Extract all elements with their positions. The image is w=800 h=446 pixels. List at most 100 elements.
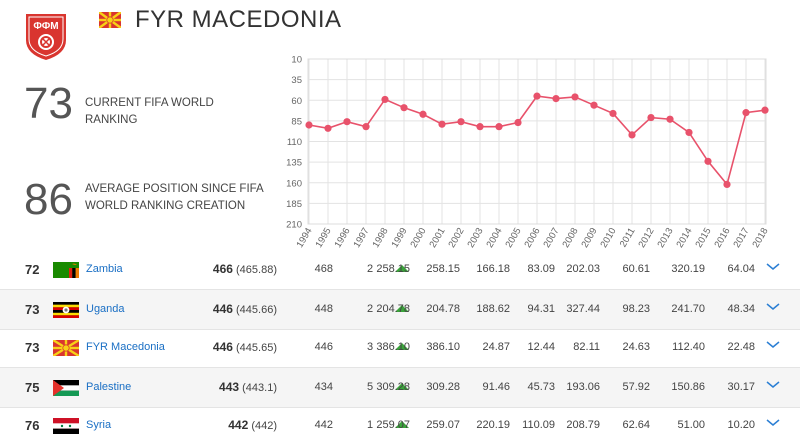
- x-tick-label: 2001: [428, 226, 448, 250]
- stat-cell: 320.19: [671, 263, 705, 275]
- macedonia-flag-icon: [99, 12, 121, 28]
- points-exact: (442): [251, 420, 277, 432]
- stat-cell: 193.06: [566, 381, 600, 393]
- x-tick-label: 2017: [732, 226, 752, 250]
- stat-cell: 30.17: [727, 381, 755, 393]
- chevron-down-icon[interactable]: [765, 250, 781, 289]
- movement-cell: 2: [366, 303, 374, 315]
- up-arrow-icon: [395, 383, 409, 390]
- x-tick-label: 2002: [447, 226, 467, 250]
- stat-cell: 327.44: [566, 303, 600, 315]
- previous-points-cell: 446: [314, 341, 333, 353]
- x-tick-label: 2012: [637, 226, 657, 250]
- up-arrow-icon: [395, 265, 409, 272]
- x-tick-label: 2005: [504, 226, 524, 250]
- syria-flag-icon: [53, 418, 79, 434]
- stat-cell: 12.44: [527, 341, 555, 353]
- table-row[interactable]: 76 Syria 442 (442) 442 1 259.07 259.07 220.19 11…: [0, 406, 800, 445]
- data-point: [362, 123, 370, 131]
- rank-cell: 72: [25, 262, 40, 277]
- team-link[interactable]: Zambia: [86, 263, 123, 275]
- chevron-down-icon[interactable]: [765, 406, 781, 445]
- team-link[interactable]: Palestine: [86, 381, 132, 393]
- stat-cell: 82.11: [573, 341, 600, 353]
- palestine-flag-icon: [53, 380, 79, 396]
- x-tick-label: 2007: [542, 226, 562, 250]
- y-tick-label: 135: [286, 158, 302, 169]
- plot-border: [307, 58, 767, 225]
- x-tick-label: 2008: [561, 226, 581, 250]
- data-point: [647, 113, 655, 122]
- points-cell: 466 (465.88): [160, 250, 277, 289]
- data-point: [400, 104, 408, 112]
- x-tick-label: 2016: [713, 226, 733, 250]
- stat-cell: 259.07: [426, 419, 460, 431]
- data-point: [609, 109, 617, 118]
- stat-cell: 259.07: [376, 419, 410, 431]
- stat-cell: 22.48: [727, 341, 755, 353]
- data-point: [324, 124, 332, 132]
- stat-cell: 24.63: [622, 341, 650, 353]
- stat-cell: 258.15: [426, 263, 460, 275]
- team-link[interactable]: FYR Macedonia: [86, 341, 165, 353]
- chevron-down-icon[interactable]: [765, 368, 781, 407]
- stat-cell: 51.00: [677, 419, 705, 431]
- average-position-label: AVERAGE POSITION SINCE FIFA WORLD RANKIN…: [85, 183, 264, 212]
- stat-cell: 150.86: [671, 381, 705, 393]
- points-cell: 446 (445.65): [160, 328, 277, 367]
- data-point: [761, 106, 769, 114]
- x-tick-label: 2004: [485, 226, 505, 250]
- chevron-down-icon[interactable]: [765, 328, 781, 367]
- data-point: [419, 110, 427, 118]
- stat-cell: 220.19: [476, 419, 510, 431]
- table-row[interactable]: 73 FYR Macedonia 446 (445.65) 446 3 386.10 386…: [0, 328, 800, 367]
- table-row[interactable]: 72 Zambia 466 (465.88) 468 2 258.15 258.15 166.…: [0, 250, 800, 289]
- y-tick-label: 160: [286, 178, 302, 189]
- stat-cell: 166.18: [476, 263, 510, 275]
- uganda-flag-icon: [53, 302, 79, 318]
- stat-cell: 204.78: [376, 303, 410, 315]
- stat-cell: 91.46: [482, 381, 510, 393]
- table-row[interactable]: 73 Uganda 446 (445.66) 448 2 204.78 204.78 188.…: [0, 289, 800, 330]
- x-tick-label: 2018: [751, 226, 771, 250]
- movement-cell: 3: [366, 341, 374, 353]
- movement-cell: 1: [366, 419, 374, 431]
- data-point: [628, 131, 636, 139]
- points-value: 442: [228, 418, 249, 432]
- table-row[interactable]: 75 Palestine 443 (443.1) 434 5 309.28 309.28 91…: [0, 367, 800, 408]
- points-exact: (465.88): [236, 264, 277, 276]
- points-value: 446: [212, 340, 233, 354]
- y-tick-label: 85: [291, 116, 302, 127]
- previous-points-cell: 448: [314, 303, 333, 315]
- stat-cell: 188.62: [476, 303, 510, 315]
- stat-cell: 202.03: [566, 263, 600, 275]
- stat-cell: 98.23: [622, 303, 650, 315]
- x-tick-label: 2006: [523, 226, 543, 250]
- current-ranking-value: 73: [24, 79, 73, 128]
- chevron-down-icon[interactable]: [765, 290, 781, 329]
- points-cell: 442 (442): [160, 406, 277, 445]
- zambia-flag-icon: [53, 262, 79, 278]
- team-link[interactable]: Uganda: [86, 303, 125, 315]
- data-point: [704, 157, 712, 165]
- y-tick-label: 10: [291, 55, 302, 66]
- x-tick-label: 2000: [409, 226, 429, 250]
- up-arrow-icon: [395, 305, 409, 312]
- stat-cell: 309.28: [426, 381, 460, 393]
- country-header: ФФМ FYR MACEDONIA: [0, 0, 800, 60]
- y-tick-label: 35: [291, 75, 302, 86]
- points-value: 446: [212, 302, 233, 316]
- up-arrow-icon: [395, 343, 409, 350]
- ffm-crest-icon: ФФМ: [26, 14, 66, 60]
- rank-cell: 76: [25, 418, 40, 433]
- team-link[interactable]: Syria: [86, 419, 112, 431]
- x-tick-label: 2010: [599, 226, 619, 250]
- data-point: [514, 118, 522, 127]
- x-tick-label: 2011: [618, 226, 638, 249]
- stat-cell: 83.09: [527, 263, 555, 275]
- previous-points-cell: 468: [314, 263, 333, 275]
- x-tick-label: 2003: [466, 226, 486, 250]
- stat-cell: 48.34: [727, 303, 755, 315]
- data-point: [476, 123, 484, 131]
- data-point: [571, 93, 579, 101]
